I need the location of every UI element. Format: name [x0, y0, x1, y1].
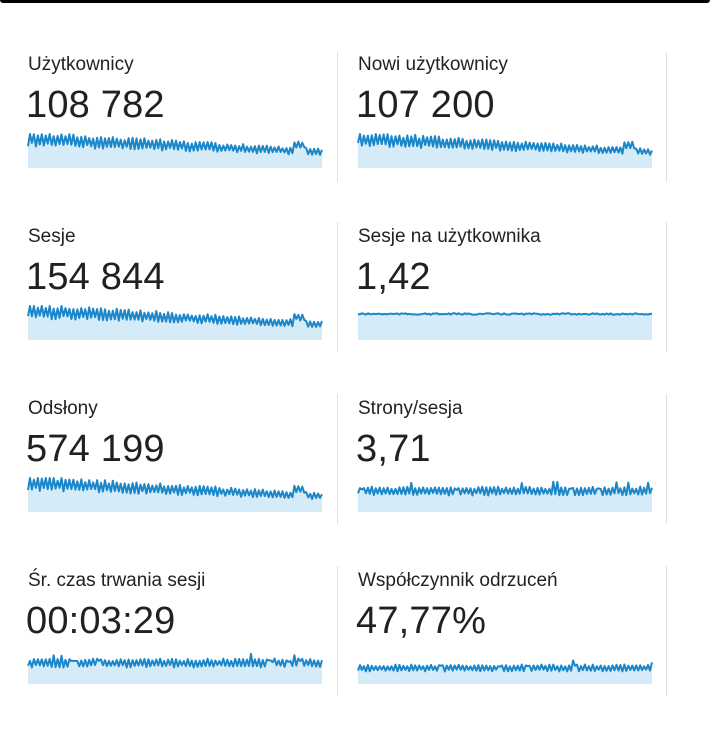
- metric-value: 00:03:29: [26, 600, 176, 642]
- metric-label: Strony/sesja: [358, 398, 463, 419]
- metric-label: Sesje na użytkownika: [358, 226, 541, 247]
- metric-label: Użytkownicy: [28, 54, 134, 75]
- metric-tile-new-users[interactable]: Nowi użytkownicy 107 200: [356, 54, 658, 219]
- metric-value: 3,71: [356, 428, 431, 470]
- sparkline-chart: [27, 305, 323, 340]
- sparkline-area: [358, 481, 652, 512]
- metric-tile-sessions[interactable]: Sesje 154 844: [26, 226, 328, 391]
- metric-label: Odsłony: [28, 398, 98, 419]
- sparkline-chart: [27, 133, 323, 168]
- metric-value: 47,77%: [356, 600, 487, 642]
- sparkline-line: [27, 133, 323, 156]
- metric-value: 154 844: [26, 256, 165, 298]
- column-divider: [337, 222, 338, 352]
- sparkline-area: [358, 313, 652, 340]
- metric-tile-users[interactable]: Użytkownicy 108 782: [26, 54, 328, 219]
- column-divider: [337, 52, 338, 182]
- sparkline-line: [27, 477, 323, 500]
- sparkline-chart: [27, 652, 323, 684]
- sparkline-line: [357, 480, 653, 497]
- sparkline-line: [357, 659, 653, 673]
- sparkline-area: [358, 660, 652, 684]
- metric-value: 574 199: [26, 428, 165, 470]
- sparkline-chart: [357, 659, 653, 684]
- sparkline-chart: [357, 133, 653, 168]
- sparkline-line: [27, 305, 323, 328]
- metric-tile-bounce-rate[interactable]: Współczynnik odrzuceń 47,77%: [356, 570, 658, 735]
- metric-tile-pageviews[interactable]: Odsłony 574 199: [26, 398, 328, 563]
- column-divider: [666, 52, 667, 182]
- metric-label: Współczynnik odrzuceń: [358, 570, 558, 591]
- metric-label: Sesje: [28, 226, 76, 247]
- metric-value: 107 200: [356, 84, 495, 126]
- metric-tile-sessions-per-user[interactable]: Sesje na użytkownika 1,42: [356, 226, 658, 391]
- sparkline-chart: [27, 477, 323, 512]
- column-divider: [337, 566, 338, 696]
- metric-label: Śr. czas trwania sesji: [28, 570, 206, 591]
- metric-label: Nowi użytkownicy: [358, 54, 508, 75]
- sparkline-line: [357, 133, 653, 156]
- column-divider: [337, 394, 338, 524]
- metrics-grid: Użytkownicy 108 782 Nowi użytkownicy 107…: [26, 52, 667, 696]
- metric-tile-pages-per-session[interactable]: Strony/sesja 3,71: [356, 398, 658, 563]
- column-divider: [666, 222, 667, 352]
- sparkline-line: [357, 312, 653, 316]
- metric-value: 1,42: [356, 256, 431, 298]
- column-divider: [666, 394, 667, 524]
- sparkline-chart: [357, 312, 653, 340]
- top-edge-bar: [0, 0, 710, 3]
- sparkline-chart: [357, 480, 653, 512]
- sparkline-area: [28, 653, 322, 684]
- metric-value: 108 782: [26, 84, 165, 126]
- sparkline-line: [27, 652, 323, 669]
- metric-tile-avg-session-duration[interactable]: Śr. czas trwania sesji 00:03:29: [26, 570, 328, 735]
- column-divider: [666, 566, 667, 696]
